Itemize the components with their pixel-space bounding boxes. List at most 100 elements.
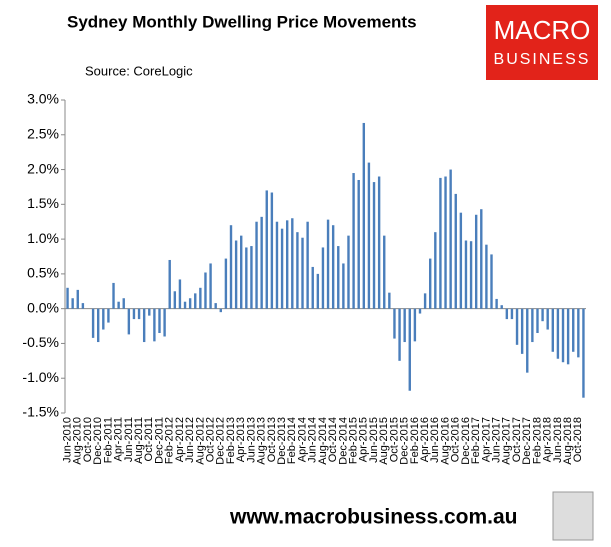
footer: www.macrobusiness.com.au — [229, 506, 517, 529]
bar — [485, 244, 488, 309]
x-tick-label: Dec-2017 — [521, 417, 533, 465]
x-tick-label: Apr-2012 — [174, 417, 186, 462]
y-tick-label: -1.0% — [22, 369, 59, 385]
bar — [551, 308, 554, 352]
bar — [209, 263, 212, 309]
bar — [454, 193, 457, 309]
x-tick-label: Jun-2013 — [245, 417, 257, 463]
bar — [520, 308, 524, 354]
bar — [66, 287, 69, 309]
bar — [255, 221, 258, 309]
bar — [301, 237, 304, 309]
x-tick-label: Oct-2016 — [450, 417, 462, 462]
bar — [566, 308, 570, 365]
x-tick-label: Apr-2011 — [113, 417, 125, 461]
x-tick-label: Jun-2010 — [61, 417, 73, 463]
bar — [240, 235, 243, 309]
bar — [474, 214, 478, 309]
bar — [250, 246, 253, 309]
x-tick-label: Oct-2011 — [143, 417, 155, 461]
bar — [526, 308, 529, 373]
bar — [224, 258, 228, 309]
bar — [153, 308, 156, 342]
bar — [444, 176, 447, 309]
bar — [142, 308, 146, 343]
bar — [500, 305, 503, 309]
bar — [127, 308, 131, 335]
x-tick-label: Feb-2013 — [225, 417, 237, 464]
bar — [102, 308, 105, 330]
bar — [148, 308, 151, 316]
x-tick-label: Dec-2013 — [276, 417, 288, 465]
bar — [178, 279, 182, 309]
x-tick-label: Dec-2014 — [337, 417, 349, 465]
x-tick-label: Oct-2014 — [327, 417, 339, 462]
bar — [352, 173, 355, 309]
bar — [163, 308, 166, 337]
bar — [490, 254, 493, 309]
bar — [194, 293, 197, 309]
x-tick-label: Oct-2012 — [204, 417, 216, 462]
bar — [398, 308, 401, 361]
wolf-icon — [552, 491, 594, 541]
x-tick-label: Apr-2018 — [542, 417, 554, 462]
chart-title: Sydney Monthly Dwelling Price Movements — [67, 12, 417, 31]
x-tick-label: Oct-2017 — [511, 417, 523, 462]
x-tick-label: Dec-2015 — [399, 417, 411, 465]
bar — [439, 177, 442, 309]
x-tick-label: Feb-2015 — [347, 417, 359, 464]
bar — [572, 308, 575, 352]
x-tick-label: Aug-2015 — [378, 417, 390, 465]
bar — [362, 122, 366, 309]
y-tick-label: 2.0% — [27, 160, 59, 176]
x-tick-label: Apr-2015 — [358, 417, 370, 462]
bar — [372, 182, 376, 309]
logo-box — [486, 5, 598, 80]
y-tick-label: -0.5% — [22, 334, 59, 350]
bar — [122, 298, 125, 309]
bar — [229, 225, 233, 309]
y-tick-label: 1.5% — [27, 195, 59, 211]
bar — [199, 287, 202, 309]
x-tick-label: Aug-2011 — [133, 417, 145, 464]
bar — [81, 303, 85, 309]
bar — [582, 308, 585, 398]
bar — [408, 308, 411, 391]
bar — [71, 298, 74, 309]
bar — [331, 225, 335, 309]
bar — [76, 289, 79, 309]
y-tick-label: 2.5% — [27, 125, 59, 141]
y-tick-label: 1.0% — [27, 230, 59, 246]
chart-subtitle: Source: CoreLogic — [85, 63, 193, 78]
bar — [505, 308, 509, 320]
bar — [107, 308, 110, 323]
bar — [270, 192, 274, 309]
bar — [367, 162, 371, 309]
bar — [137, 308, 141, 320]
logo-text: BUSINESS — [494, 51, 591, 68]
bar — [413, 308, 417, 342]
y-tick-label: 3.0% — [27, 91, 59, 107]
bar — [321, 247, 325, 309]
bar — [204, 272, 207, 309]
x-tick-label: Jun-2012 — [184, 417, 196, 463]
bar — [326, 219, 330, 309]
bar — [383, 235, 386, 309]
x-tick-label: Aug-2014 — [317, 417, 329, 465]
bar — [347, 235, 350, 309]
x-tick-label: Jun-2011 — [123, 417, 135, 462]
x-tick-label: Feb-2012 — [164, 417, 176, 464]
x-tick-label: Aug-2013 — [256, 417, 268, 465]
bar — [280, 228, 284, 309]
bar — [311, 266, 314, 309]
x-tick-label: Aug-2016 — [439, 417, 451, 465]
bar — [183, 301, 187, 309]
x-tick-label: Aug-2010 — [72, 417, 84, 465]
bar — [561, 308, 565, 363]
bar — [188, 298, 192, 309]
bar — [173, 291, 177, 309]
x-tick-label: Apr-2016 — [419, 417, 431, 462]
x-tick-label: Feb-2016 — [409, 417, 421, 464]
bar — [357, 179, 360, 309]
